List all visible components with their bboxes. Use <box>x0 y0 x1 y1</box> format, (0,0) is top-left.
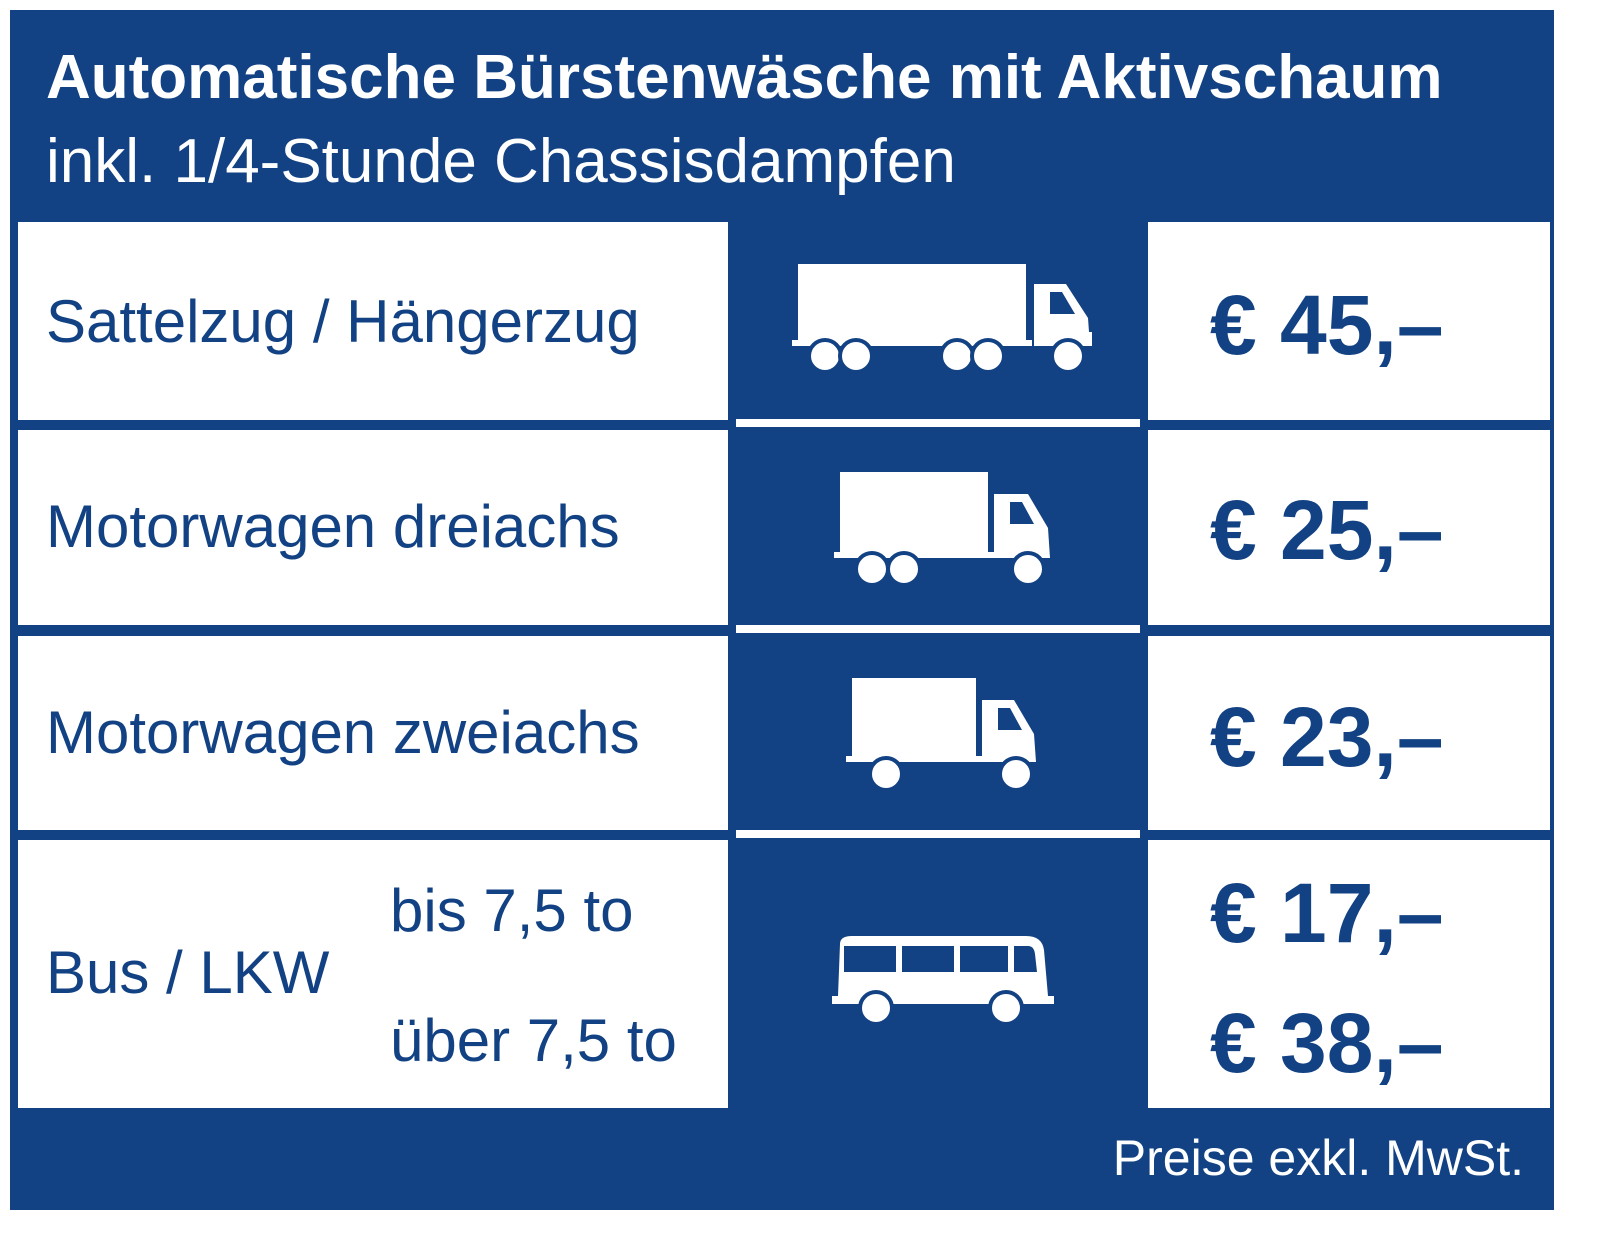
page-subtitle: inkl. 1/4-Stunde Chassisdampfen <box>46 127 956 196</box>
row-label-cell <box>18 222 728 420</box>
row-label-cell <box>18 636 728 830</box>
footer-note: Preise exkl. MwSt. <box>1112 1130 1524 1186</box>
semi-truck-icon <box>792 264 1092 374</box>
icon-divider <box>736 625 1140 633</box>
row-price-cell <box>1148 636 1550 830</box>
row-label-semi: Sattelzug / Hängerzug <box>46 288 640 355</box>
three-axle-truck-icon <box>834 472 1050 587</box>
row-label-three-axle: Motorwagen dreiachs <box>46 493 620 560</box>
bus-icon <box>832 936 1054 1026</box>
price-semi: € 45,– <box>1210 278 1444 372</box>
price-two-axle: € 23,– <box>1210 690 1444 784</box>
row-label-two-axle: Motorwagen zweiachs <box>46 699 640 766</box>
page-title: Automatische Bürstenwäsche mit Aktivscha… <box>46 43 1443 112</box>
row-price-cell <box>1148 222 1550 420</box>
row-label-cell <box>18 430 728 625</box>
two-axle-truck-icon <box>846 678 1036 792</box>
price-three-axle: € 25,– <box>1210 483 1444 577</box>
row-label-cell <box>18 840 728 1108</box>
header: Automatische Bürstenwäsche mit Aktivscha… <box>10 10 1554 222</box>
icon-divider <box>736 830 1140 838</box>
price-bus-heavy: € 38,– <box>1210 996 1444 1090</box>
bus-option-heavy: über 7,5 to <box>390 1007 677 1074</box>
bus-option-light: bis 7,5 to <box>390 877 634 944</box>
row-price-cell <box>1148 840 1550 1108</box>
icon-divider <box>736 419 1140 427</box>
price-bus-light: € 17,– <box>1210 866 1444 960</box>
row-label-bus: Bus / LKW <box>46 939 330 1006</box>
price-board: Automatische Bürstenwäsche mit Aktivscha… <box>10 10 1554 1210</box>
row-price-cell <box>1148 430 1550 625</box>
